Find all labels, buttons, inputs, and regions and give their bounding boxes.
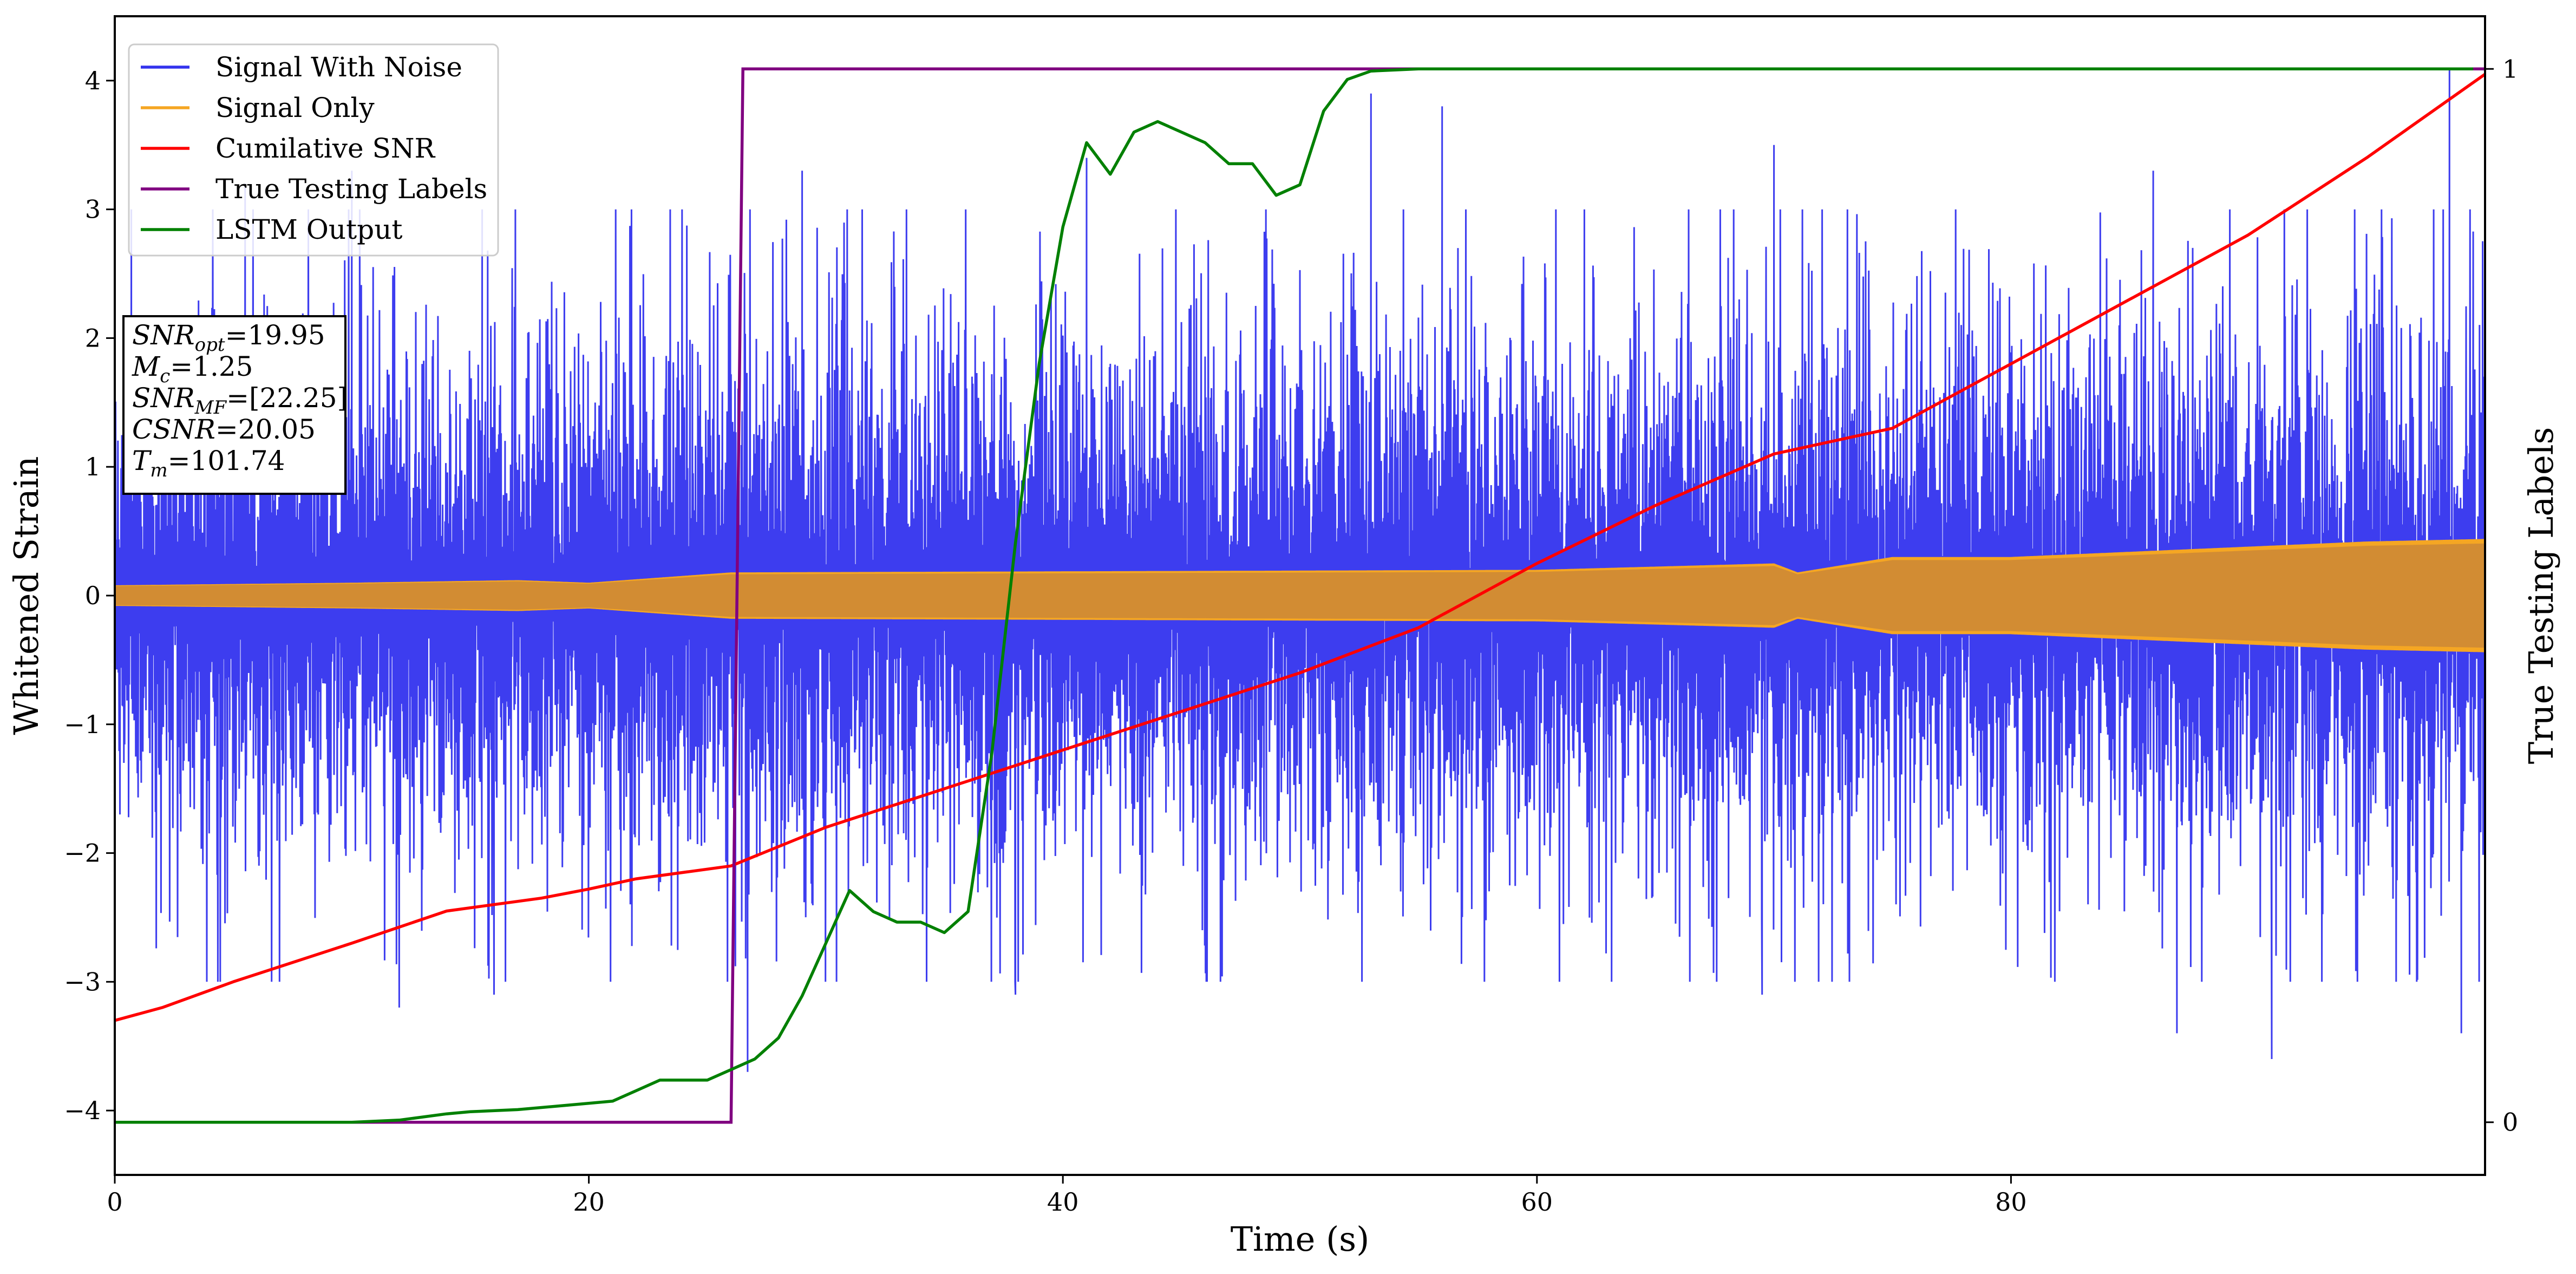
right-y-axis-title: True Testing Labels [2521,427,2561,765]
y-tick-label: 1 [85,452,101,481]
legend-label: Signal Only [215,92,375,123]
legend-label: Cumilative SNR [215,133,435,164]
series-line-lstm-output [115,67,2474,1124]
annotation-line: CSNR=20.05 [132,414,316,445]
x-tick-label: 20 [573,1187,605,1217]
legend-label: LSTM Output [215,214,402,245]
y-axis-title: Whitened Strain [6,456,46,735]
annotation-line: Tm=101.74 [132,445,285,481]
legend-label: True Testing Labels [215,173,487,205]
series-layer [115,67,2485,1124]
y-tick-label: −3 [64,967,101,996]
annotation-line: SNRMF=[22.25] [132,382,348,419]
y-tick-label: −1 [64,710,101,739]
series-line-cumilative-snr [115,73,2485,1022]
x-axis-title: Time (s) [1231,1219,1370,1259]
x-tick-label: 80 [1995,1187,2027,1217]
x-tick-label: 40 [1047,1187,1079,1217]
plot-area [115,67,2485,1124]
y-tick-label: 0 [85,581,101,610]
right-y-tick-label: 1 [2502,54,2518,83]
y-tick-label: −4 [64,1096,101,1125]
annotation-line: Mc=1.25 [132,351,253,387]
y-tick-label: −2 [64,839,101,868]
legend: Signal With Noise Signal Only Cumilative S… [128,43,499,257]
y-tick-label: 4 [85,66,101,95]
annotation-box: SNRopt=19.95Mc=1.25SNRMF=[22.25]CSNR=20.… [122,315,348,495]
x-tick-label: 0 [107,1187,122,1217]
y-tick-label: 2 [85,323,101,352]
signal-only-envelope-fill [115,543,2485,648]
annotation-frame [122,315,346,495]
legend-label: Signal With Noise [215,51,462,83]
annotation-line: SNRopt=19.95 [132,319,325,356]
y-tick-label: 3 [85,195,101,224]
legend-box [128,43,499,257]
right-y-tick-label: 0 [2502,1108,2518,1137]
x-tick-label: 60 [1521,1187,1553,1217]
